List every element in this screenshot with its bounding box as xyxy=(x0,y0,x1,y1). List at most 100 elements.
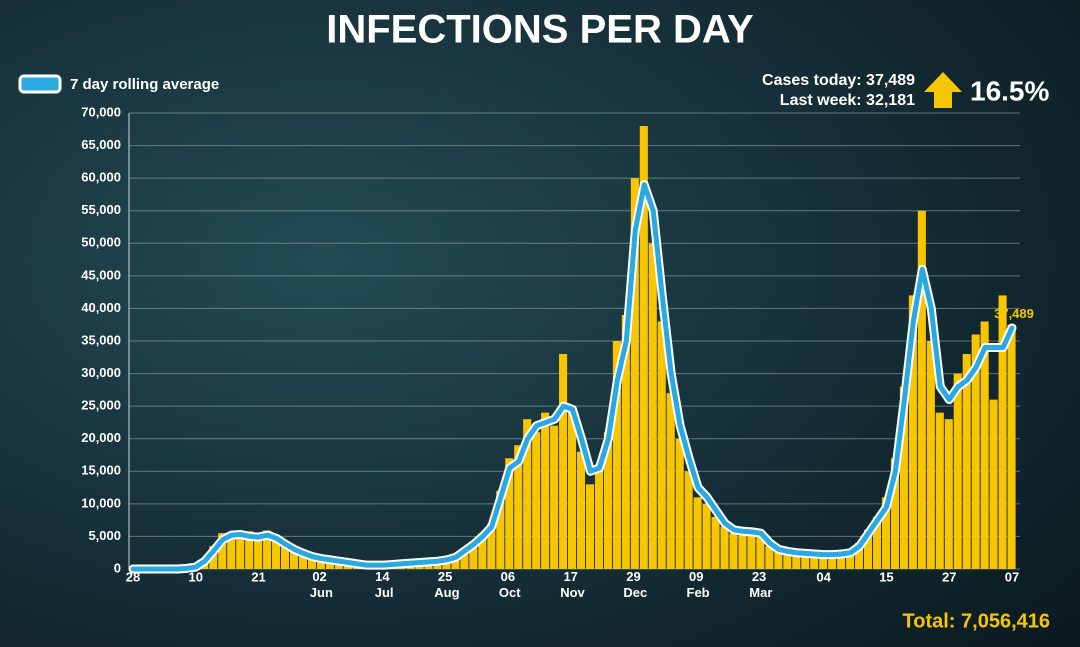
bar xyxy=(801,554,810,569)
y-tick-label: 60,000 xyxy=(81,170,121,185)
y-tick-label: 25,000 xyxy=(81,398,121,413)
x-tick-label: 29 Dec xyxy=(623,569,647,600)
bar xyxy=(819,555,828,569)
x-tick-label: 06 Oct xyxy=(499,569,521,600)
bar xyxy=(236,537,245,569)
bar xyxy=(872,516,882,569)
y-tick-label: 35,000 xyxy=(81,332,121,347)
bar xyxy=(603,432,612,569)
bar xyxy=(639,126,648,570)
bar xyxy=(729,533,738,569)
bar xyxy=(720,526,729,569)
legend-label: 7 day rolling average xyxy=(70,76,219,93)
bar xyxy=(837,553,846,569)
bar xyxy=(568,406,577,569)
bar xyxy=(1007,324,1016,569)
x-tick-label: 21 xyxy=(251,569,265,584)
bar xyxy=(846,550,855,569)
bar xyxy=(263,530,272,569)
bar xyxy=(881,497,891,569)
bar xyxy=(890,458,899,569)
bar xyxy=(783,552,792,569)
bar xyxy=(756,536,765,569)
bar xyxy=(684,471,693,569)
y-tick-label: 30,000 xyxy=(81,365,121,380)
bar xyxy=(899,386,908,569)
bar xyxy=(460,549,469,569)
bar xyxy=(971,334,980,569)
y-tick-label: 15,000 xyxy=(81,463,121,478)
bar xyxy=(621,314,630,569)
bar xyxy=(774,550,783,569)
bar xyxy=(989,399,998,569)
y-tick-label: 45,000 xyxy=(81,267,121,282)
bar xyxy=(864,529,873,569)
x-tick-label: 23 Mar xyxy=(749,569,772,600)
bar xyxy=(935,412,944,569)
bar xyxy=(908,295,917,569)
bar xyxy=(487,523,496,569)
bar xyxy=(227,536,236,569)
bar xyxy=(496,490,505,569)
x-tick-label: 25 Aug xyxy=(434,569,459,600)
value-label: 37,489 xyxy=(994,306,1034,321)
y-tick-label: 20,000 xyxy=(81,430,121,445)
bar xyxy=(998,295,1007,569)
x-tick-label: 02 Jun xyxy=(310,569,333,600)
x-tick-label: 04 xyxy=(816,569,831,584)
bar xyxy=(828,554,837,569)
y-tick-label: 50,000 xyxy=(81,235,121,250)
bar xyxy=(675,438,684,569)
x-tick-label: 15 xyxy=(879,569,893,584)
y-tick-label: 55,000 xyxy=(81,202,121,217)
bar xyxy=(469,541,478,569)
up-arrow xyxy=(924,72,962,108)
bar xyxy=(855,542,864,569)
y-tick-label: 5,000 xyxy=(88,528,121,543)
bar xyxy=(980,321,989,569)
bar xyxy=(541,412,550,569)
last-week: Last week: 32,181 xyxy=(780,92,915,109)
bar xyxy=(576,451,586,569)
bar xyxy=(594,464,603,569)
bar xyxy=(693,497,702,569)
bar xyxy=(298,554,308,569)
y-tick-label: 0 xyxy=(114,560,121,575)
bar xyxy=(926,341,935,569)
x-tick-label: 27 xyxy=(942,569,956,584)
bar xyxy=(953,373,962,569)
bar xyxy=(325,561,334,569)
y-tick-label: 65,000 xyxy=(81,137,121,152)
bar xyxy=(792,554,801,569)
bar xyxy=(307,557,316,569)
bar xyxy=(962,354,971,569)
x-tick-label: 07 xyxy=(1005,569,1019,584)
bar xyxy=(505,458,514,569)
bar xyxy=(711,516,720,569)
bar xyxy=(917,210,926,569)
bar xyxy=(280,546,290,569)
bar xyxy=(245,531,254,569)
cases-today: Cases today: 37,489 xyxy=(762,72,915,89)
bar xyxy=(316,559,325,569)
bar xyxy=(451,555,460,569)
bar xyxy=(657,321,666,569)
bar xyxy=(585,484,595,569)
bar xyxy=(559,354,568,569)
x-tick-label: 17 Nov xyxy=(560,569,585,600)
bar xyxy=(514,445,523,569)
bar xyxy=(747,530,756,569)
bar xyxy=(612,341,621,569)
chart-title: INFECTIONS PER DAY xyxy=(326,8,754,52)
bar xyxy=(523,419,532,569)
bar xyxy=(218,533,227,569)
bar xyxy=(666,393,675,569)
line xyxy=(130,182,1015,572)
y-tick-label: 10,000 xyxy=(81,495,121,510)
bar xyxy=(738,535,747,569)
total: Total: 7,056,416 xyxy=(903,610,1050,632)
bar xyxy=(254,539,263,569)
bar xyxy=(532,432,541,569)
bar xyxy=(289,552,299,569)
